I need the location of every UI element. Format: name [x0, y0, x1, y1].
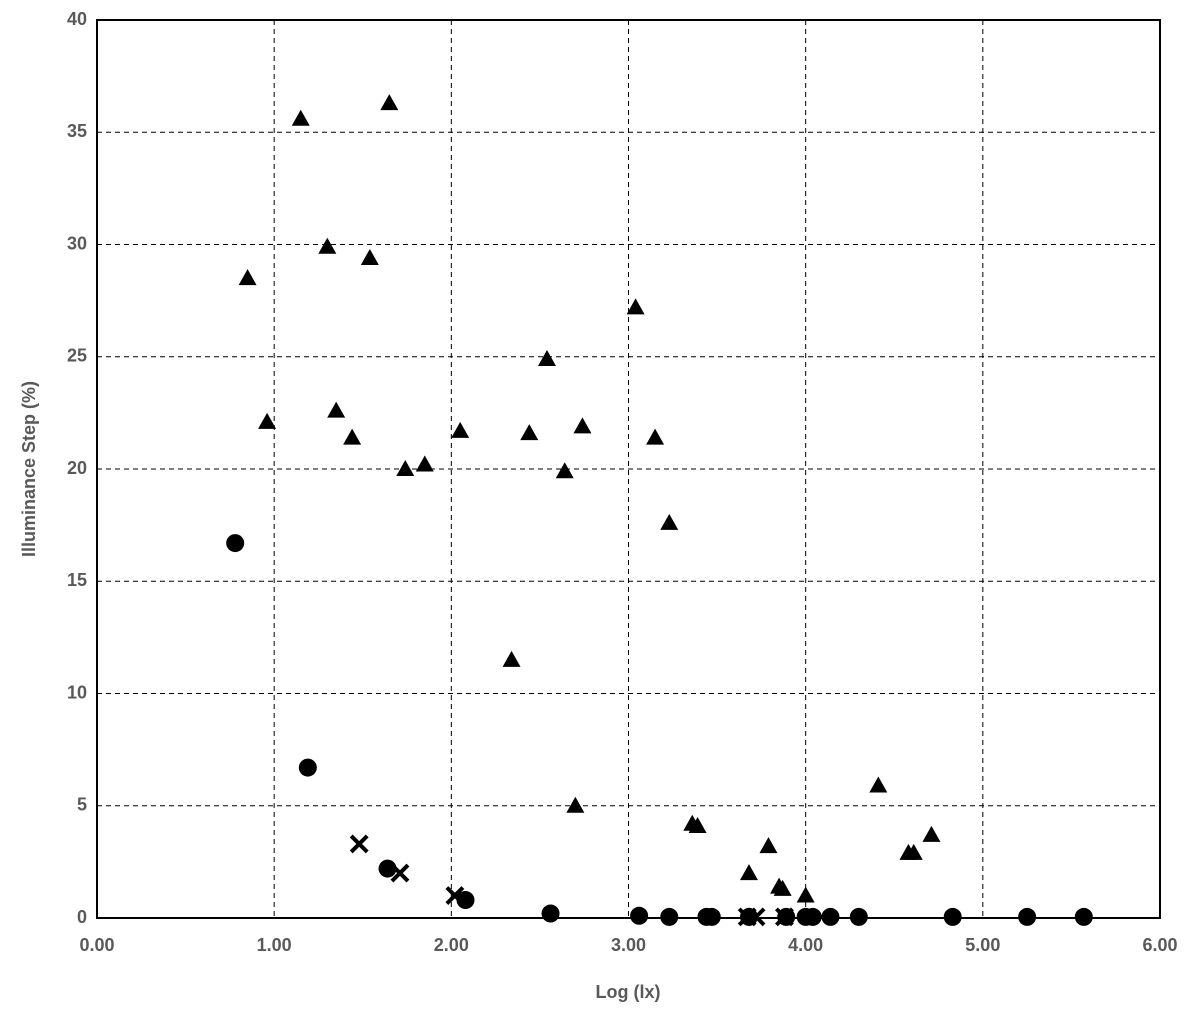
- triangle-marker: [291, 109, 310, 126]
- y-tick-label: 25: [67, 346, 87, 366]
- y-tick-label: 5: [77, 795, 87, 815]
- triangle-marker: [343, 428, 362, 445]
- triangle-marker: [327, 401, 346, 418]
- triangle-marker: [502, 650, 521, 667]
- triangle-marker: [796, 886, 815, 903]
- circle-marker: [660, 907, 679, 926]
- x-tick-label: 6.00: [1142, 935, 1177, 955]
- triangle-marker: [573, 417, 592, 434]
- circle-marker: [226, 534, 245, 553]
- y-tick-label: 15: [67, 570, 87, 590]
- x-tick-label: 0.00: [79, 935, 114, 955]
- x-tick-label: 2.00: [434, 935, 469, 955]
- triangle-marker: [360, 248, 379, 265]
- circle-marker: [943, 907, 962, 926]
- triangle-marker: [660, 513, 679, 530]
- triangle-marker: [415, 455, 434, 472]
- circle-marker: [456, 891, 475, 910]
- triangle-marker: [566, 796, 585, 813]
- x-tick-label: 4.00: [788, 935, 823, 955]
- cross-marker: [445, 886, 465, 905]
- triangle-marker: [739, 864, 758, 881]
- triangle-marker: [380, 94, 399, 111]
- triangle-marker: [520, 424, 539, 441]
- circle-marker: [298, 758, 317, 777]
- triangle-marker: [318, 237, 337, 254]
- triangle-marker: [626, 298, 645, 315]
- y-tick-label: 20: [67, 458, 87, 478]
- cross-marker: [774, 907, 794, 927]
- triangle-marker: [688, 816, 707, 833]
- circle-marker: [803, 907, 822, 926]
- triangle-marker: [258, 412, 277, 429]
- circle-marker: [630, 906, 649, 925]
- cross-marker: [349, 834, 369, 854]
- x-tick-label: 5.00: [965, 935, 1000, 955]
- cross-marker: [390, 863, 410, 883]
- triangle-marker: [904, 843, 923, 860]
- circle-marker: [702, 907, 721, 926]
- x-tick-label: 3.00: [611, 935, 646, 955]
- triangle-marker: [759, 837, 778, 854]
- circle-marker: [378, 859, 397, 878]
- triangle-marker: [646, 428, 665, 445]
- triangle-marker: [451, 421, 470, 438]
- triangle-marker: [238, 269, 257, 286]
- cross-marker: [746, 907, 766, 927]
- triangle-marker: [869, 776, 888, 793]
- triangle-marker: [538, 349, 557, 366]
- y-tick-label: 10: [67, 682, 87, 702]
- circle-marker: [1018, 907, 1037, 926]
- y-tick-label: 30: [67, 233, 87, 253]
- circle-marker: [541, 904, 560, 923]
- circle-marker: [849, 907, 868, 926]
- circle-marker: [1074, 907, 1093, 926]
- x-axis-title: Log (lx): [596, 982, 661, 1002]
- triangle-marker: [922, 825, 941, 842]
- triangle-marker: [396, 460, 415, 476]
- x-tick-label: 1.00: [257, 935, 292, 955]
- circle-marker: [821, 907, 840, 926]
- y-tick-label: 35: [67, 121, 87, 141]
- y-tick-label: 40: [67, 9, 87, 29]
- triangle-marker: [555, 462, 574, 479]
- triangle-marker: [773, 879, 792, 896]
- plot-frame: [96, 19, 1161, 919]
- y-axis-title: Illuminance Step (%): [19, 381, 39, 557]
- y-tick-label: 0: [77, 907, 87, 927]
